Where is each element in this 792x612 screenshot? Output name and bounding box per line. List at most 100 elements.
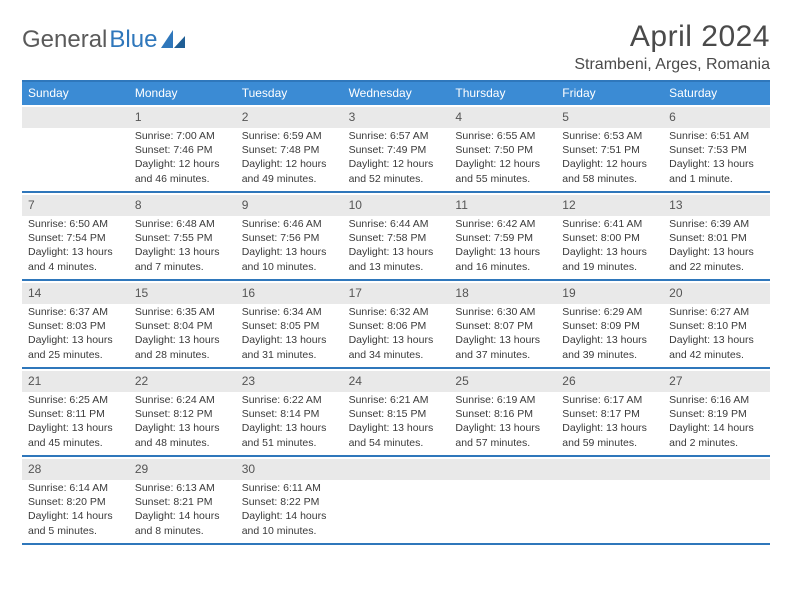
daylight-line: and 37 minutes. — [455, 348, 552, 362]
day-cell: 9Sunrise: 6:46 AMSunset: 7:56 PMDaylight… — [236, 193, 343, 279]
daylight-line: Daylight: 13 hours — [242, 333, 339, 347]
daylight-line: Daylight: 13 hours — [28, 421, 125, 435]
day-cell: 7Sunrise: 6:50 AMSunset: 7:54 PMDaylight… — [22, 193, 129, 279]
daylight-line: and 8 minutes. — [135, 524, 232, 538]
daynum-bar: 21 — [22, 371, 129, 392]
sunset-line: Sunset: 7:59 PM — [455, 231, 552, 245]
daynum-bar: 9 — [236, 195, 343, 216]
sunrise-line: Sunrise: 6:53 AM — [562, 129, 659, 143]
daylight-line: Daylight: 12 hours — [562, 157, 659, 171]
day-number: 18 — [455, 286, 468, 300]
daynum-bar: 29 — [129, 459, 236, 480]
sunrise-line: Sunrise: 6:42 AM — [455, 217, 552, 231]
daynum-bar: 7 — [22, 195, 129, 216]
daylight-line: Daylight: 12 hours — [349, 157, 446, 171]
daynum-bar: 28 — [22, 459, 129, 480]
sunset-line: Sunset: 8:05 PM — [242, 319, 339, 333]
day-number: 11 — [455, 198, 467, 212]
day-cell: 4Sunrise: 6:55 AMSunset: 7:50 PMDaylight… — [449, 105, 556, 191]
daylight-line: and 58 minutes. — [562, 172, 659, 186]
day-number — [669, 462, 672, 476]
sunrise-line: Sunrise: 6:27 AM — [669, 305, 766, 319]
daylight-line: and 51 minutes. — [242, 436, 339, 450]
day-cell: 11 Sunrise: 6:42 AMSunset: 7:59 PMDayligh… — [449, 193, 556, 279]
sunrise-line: Sunrise: 6:50 AM — [28, 217, 125, 231]
daylight-line: Daylight: 13 hours — [455, 245, 552, 259]
day-number: 9 — [242, 198, 249, 212]
day-cell — [22, 105, 129, 191]
logo-text-part2: Blue — [109, 26, 157, 54]
sunset-line: Sunset: 8:00 PM — [562, 231, 659, 245]
dow-thursday: Thursday — [449, 82, 556, 105]
sunset-line: Sunset: 7:56 PM — [242, 231, 339, 245]
day-cell: 12Sunrise: 6:41 AMSunset: 8:00 PMDayligh… — [556, 193, 663, 279]
daynum-bar: 15 — [129, 283, 236, 304]
sunrise-line: Sunrise: 6:21 AM — [349, 393, 446, 407]
sunset-line: Sunset: 8:01 PM — [669, 231, 766, 245]
daylight-line: and 31 minutes. — [242, 348, 339, 362]
sunrise-line: Sunrise: 6:30 AM — [455, 305, 552, 319]
daylight-line: and 10 minutes. — [242, 260, 339, 274]
sunset-line: Sunset: 8:12 PM — [135, 407, 232, 421]
daylight-line: Daylight: 13 hours — [669, 333, 766, 347]
daylight-line: and 5 minutes. — [28, 524, 125, 538]
day-number: 17 — [349, 286, 362, 300]
daynum-bar: 27 — [663, 371, 770, 392]
location: Strambeni, Arges, Romania — [574, 56, 770, 74]
daylight-line: Daylight: 13 hours — [135, 333, 232, 347]
daylight-line: Daylight: 13 hours — [28, 245, 125, 259]
day-number: 13 — [669, 198, 682, 212]
daynum-bar: 2 — [236, 107, 343, 128]
sunrise-line: Sunrise: 6:51 AM — [669, 129, 766, 143]
daylight-line: Daylight: 13 hours — [135, 245, 232, 259]
daylight-line: and 25 minutes. — [28, 348, 125, 362]
week-row: 21Sunrise: 6:25 AMSunset: 8:11 PMDayligh… — [22, 369, 770, 457]
sunset-line: Sunset: 7:49 PM — [349, 143, 446, 157]
dow-tuesday: Tuesday — [236, 82, 343, 105]
day-number: 26 — [562, 374, 575, 388]
day-number — [349, 462, 352, 476]
week-row: 14Sunrise: 6:37 AMSunset: 8:03 PMDayligh… — [22, 281, 770, 369]
daylight-line: and 55 minutes. — [455, 172, 552, 186]
week-row: 1Sunrise: 7:00 AMSunset: 7:46 PMDaylight… — [22, 105, 770, 193]
sunset-line: Sunset: 8:19 PM — [669, 407, 766, 421]
daylight-line: Daylight: 13 hours — [349, 333, 446, 347]
logo: GeneralBlue — [22, 20, 187, 54]
day-cell — [556, 457, 663, 543]
sunrise-line: Sunrise: 6:16 AM — [669, 393, 766, 407]
sunset-line: Sunset: 7:46 PM — [135, 143, 232, 157]
daynum-bar: 24 — [343, 371, 450, 392]
sunset-line: Sunset: 8:17 PM — [562, 407, 659, 421]
sunset-line: Sunset: 7:50 PM — [455, 143, 552, 157]
daylight-line: and 49 minutes. — [242, 172, 339, 186]
day-number: 15 — [135, 286, 148, 300]
calendar: Sunday Monday Tuesday Wednesday Thursday… — [22, 80, 770, 545]
daynum-bar: 10 — [343, 195, 450, 216]
daylight-line: Daylight: 12 hours — [135, 157, 232, 171]
dow-saturday: Saturday — [663, 82, 770, 105]
daylight-line: and 10 minutes. — [242, 524, 339, 538]
daylight-line: and 19 minutes. — [562, 260, 659, 274]
day-number: 21 — [28, 374, 41, 388]
daynum-bar: 25 — [449, 371, 556, 392]
sunrise-line: Sunrise: 6:37 AM — [28, 305, 125, 319]
sunrise-line: Sunrise: 6:59 AM — [242, 129, 339, 143]
day-cell: 3Sunrise: 6:57 AMSunset: 7:49 PMDaylight… — [343, 105, 450, 191]
daylight-line: and 52 minutes. — [349, 172, 446, 186]
daynum-bar — [556, 459, 663, 480]
day-cell: 29Sunrise: 6:13 AMSunset: 8:21 PMDayligh… — [129, 457, 236, 543]
logo-text-part1: General — [22, 26, 107, 54]
week-row: 7Sunrise: 6:50 AMSunset: 7:54 PMDaylight… — [22, 193, 770, 281]
day-number: 30 — [242, 462, 255, 476]
day-cell: 25Sunrise: 6:19 AMSunset: 8:16 PMDayligh… — [449, 369, 556, 455]
daylight-line: Daylight: 13 hours — [349, 245, 446, 259]
daylight-line: Daylight: 14 hours — [135, 509, 232, 523]
daynum-bar: 6 — [663, 107, 770, 128]
day-number: 3 — [349, 110, 356, 124]
sunrise-line: Sunrise: 6:19 AM — [455, 393, 552, 407]
day-number: 20 — [669, 286, 682, 300]
sunset-line: Sunset: 8:22 PM — [242, 495, 339, 509]
sunrise-line: Sunrise: 6:48 AM — [135, 217, 232, 231]
logo-sail-icon — [161, 30, 187, 50]
day-number: 23 — [242, 374, 255, 388]
